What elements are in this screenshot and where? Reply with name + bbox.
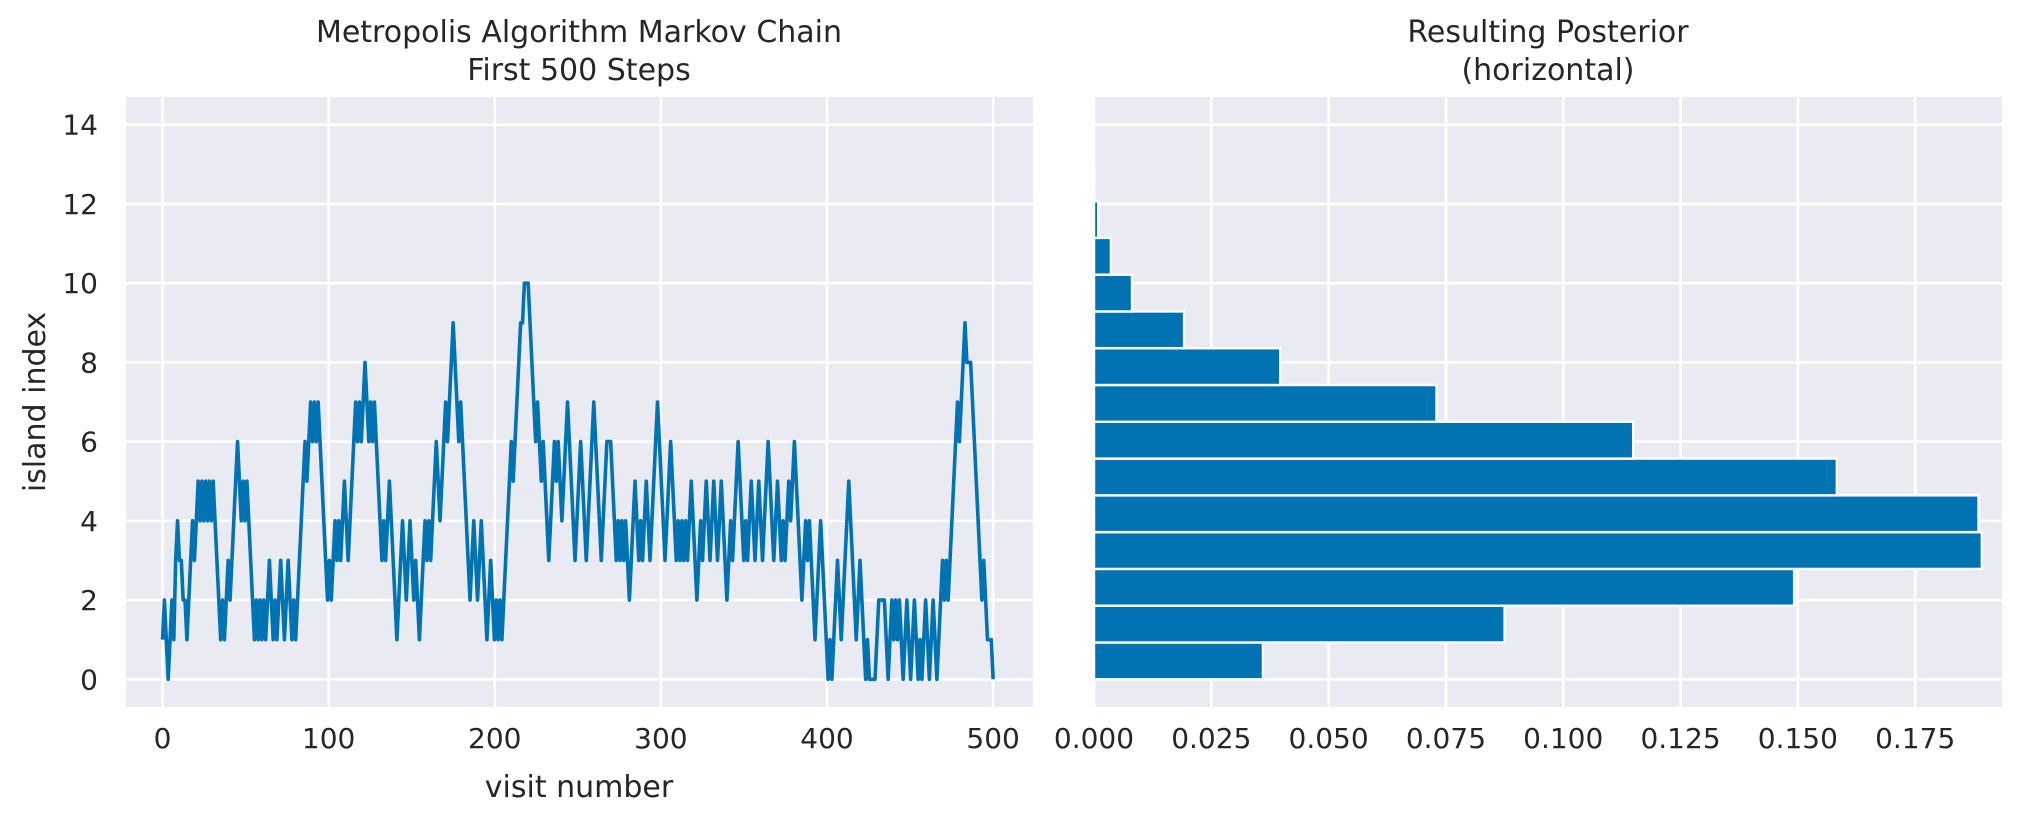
posterior-bar xyxy=(1092,530,1984,571)
trace-y-tick-label: 10 xyxy=(62,267,98,300)
posterior-bar xyxy=(1092,236,1113,276)
trace-y-tick-label: 0 xyxy=(80,663,98,696)
posterior-bar xyxy=(1092,383,1438,424)
trace-x-tick-label: 400 xyxy=(800,722,853,755)
posterior-x-tick-label: 0.075 xyxy=(1406,722,1486,755)
posterior-x-tick-labels: 0.000 0.025 0.050 0.075 0.100 0.125 0.150 0.175 xyxy=(1054,722,1955,755)
posterior-bar xyxy=(1092,604,1506,644)
trace-y-tick-label: 12 xyxy=(62,188,98,221)
posterior-x-tick-label: 0.175 xyxy=(1875,722,1955,755)
posterior-bar xyxy=(1092,347,1282,387)
trace-x-tick-label: 100 xyxy=(302,722,355,755)
trace-x-tick-label: 200 xyxy=(468,722,521,755)
trace-x-tick-labels: 0 100 200 300 400 500 xyxy=(154,722,1020,755)
posterior-bar xyxy=(1092,273,1134,313)
posterior-bar xyxy=(1092,420,1635,460)
trace-y-tick-labels: 0 2 4 6 8 10 12 14 xyxy=(62,109,98,697)
posterior-bar xyxy=(1092,310,1186,350)
posterior-histogram-bars xyxy=(1092,163,1984,681)
posterior-x-tick-label: 0.025 xyxy=(1171,722,1251,755)
trace-line xyxy=(160,281,995,682)
posterior-bar xyxy=(1092,567,1796,607)
trace-y-tick-label: 2 xyxy=(80,584,98,617)
trace-y-tick-label: 8 xyxy=(80,346,98,379)
posterior-bar xyxy=(1092,494,1980,534)
trace-y-tick-label: 6 xyxy=(80,426,98,459)
trace-x-axis-label: visit number xyxy=(485,770,674,805)
trace-x-tick-label: 300 xyxy=(634,722,687,755)
trace-line-series xyxy=(160,281,995,682)
posterior-x-tick-label: 0.050 xyxy=(1289,722,1369,755)
trace-y-tick-label: 14 xyxy=(62,109,98,142)
trace-x-tick-label: 500 xyxy=(966,722,1019,755)
posterior-bar xyxy=(1092,199,1100,240)
posterior-bar xyxy=(1092,457,1839,497)
posterior-bar xyxy=(1092,163,1096,203)
posterior-title-line-1: Resulting Posterior xyxy=(1407,15,1689,50)
trace-x-tick-label: 0 xyxy=(154,722,172,755)
trace-title-line-1: Metropolis Algorithm Markov Chain xyxy=(316,15,842,50)
posterior-title-line-2: (horizontal) xyxy=(1461,53,1634,88)
trace-plot-panel: 0 100 200 300 400 500 0 2 4 6 8 10 12 14 Metropolis … xyxy=(18,15,1033,805)
posterior-histogram-panel: 0.000 0.025 0.050 0.075 0.100 0.125 0.150 0.175… xyxy=(1054,15,2002,755)
posterior-x-tick-label: 0.125 xyxy=(1640,722,1720,755)
posterior-x-tick-label: 0.000 xyxy=(1054,722,1134,755)
trace-y-axis-label: island index xyxy=(18,312,53,492)
trace-title-line-2: First 500 Steps xyxy=(467,53,690,88)
trace-y-tick-label: 4 xyxy=(80,505,98,538)
posterior-bar xyxy=(1092,641,1265,681)
posterior-x-tick-label: 0.100 xyxy=(1523,722,1603,755)
posterior-x-tick-label: 0.150 xyxy=(1758,722,1838,755)
